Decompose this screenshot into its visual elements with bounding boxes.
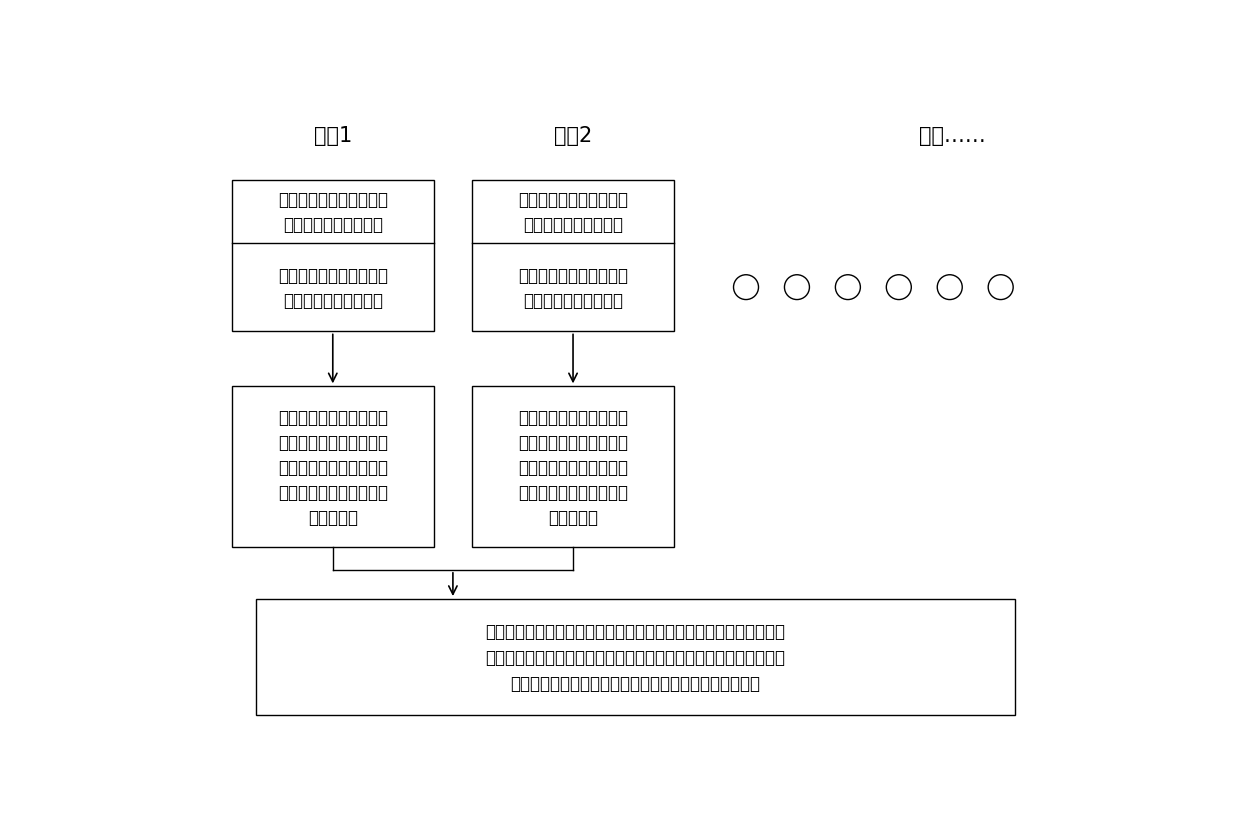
Ellipse shape (734, 275, 759, 300)
Ellipse shape (937, 275, 962, 300)
Ellipse shape (785, 275, 810, 300)
Text: 站点1: 站点1 (314, 125, 352, 145)
Text: 根据方位角匹配。进行共
站部署光电。无线电探测
信息融合。得到多目标的
方位角信息。俯仰角信息
和频点信息: 根据方位角匹配。进行共 站部署光电。无线电探测 信息融合。得到多目标的 方位角信… (278, 408, 388, 526)
Text: 无线电探测给出多目标的
方位角信息和频点信息: 无线电探测给出多目标的 方位角信息和频点信息 (518, 267, 627, 309)
Text: 站点2: 站点2 (554, 125, 593, 145)
Text: 组网中心通过目标无人机的频点信息进行目标配准。根据每个站点的
位置信息。每个站点光电探测的方位角信息和俯仰角信息进行交叉定
位计算。获取所述多个光电探测系统与目: 组网中心通过目标无人机的频点信息进行目标配准。根据每个站点的 位置信息。每个站点… (486, 622, 785, 692)
Ellipse shape (887, 275, 911, 300)
Bar (472, 181, 675, 332)
Text: 光电探测给出多目标的方
位角信息。俯仰角信息: 光电探测给出多目标的方 位角信息。俯仰角信息 (278, 191, 388, 233)
Bar (232, 387, 434, 548)
Text: 站点……: 站点…… (919, 125, 986, 145)
Text: 无线电探测给出多目标的
方位角信息和频点信息: 无线电探测给出多目标的 方位角信息和频点信息 (278, 267, 388, 309)
Bar (472, 387, 675, 548)
Bar (232, 181, 434, 332)
Bar (255, 599, 1016, 715)
Text: 光电探测给出多目标的方
位角信息。俯仰角信息: 光电探测给出多目标的方 位角信息。俯仰角信息 (518, 191, 627, 233)
Text: 根据方位角匹配。进行共
站部署光电。无线电探测
信息融合。得到多目标的
方位角信息。俯仰角信息
和频点信息: 根据方位角匹配。进行共 站部署光电。无线电探测 信息融合。得到多目标的 方位角信… (518, 408, 627, 526)
Ellipse shape (988, 275, 1013, 300)
Ellipse shape (836, 275, 861, 300)
